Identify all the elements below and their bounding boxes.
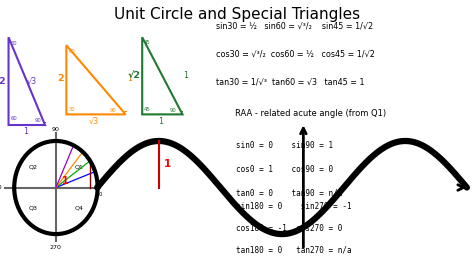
Text: 1: 1 <box>164 159 171 169</box>
Text: Unit Circle and Special Triangles: Unit Circle and Special Triangles <box>114 7 360 22</box>
Text: 2: 2 <box>57 74 64 83</box>
Text: 270: 270 <box>50 245 62 250</box>
Text: 1: 1 <box>158 117 163 126</box>
Text: 2: 2 <box>0 77 5 86</box>
Text: sin180 = 0    sin270 = -1: sin180 = 0 sin270 = -1 <box>236 202 352 211</box>
Text: cos30 = √³/₂  cos60 = ½   cos45 = 1/√2: cos30 = √³/₂ cos60 = ½ cos45 = 1/√2 <box>216 49 374 58</box>
Text: 90: 90 <box>110 108 117 113</box>
Text: 90: 90 <box>52 127 60 132</box>
Text: √2: √2 <box>127 71 140 80</box>
Text: Q2: Q2 <box>28 164 37 169</box>
Text: cos0 = 1    cos90 = 0: cos0 = 1 cos90 = 0 <box>236 165 333 174</box>
Text: 90: 90 <box>34 118 41 123</box>
Text: Q3: Q3 <box>28 206 37 211</box>
Text: 45: 45 <box>144 107 151 111</box>
Text: 1: 1 <box>24 127 28 136</box>
Text: √3: √3 <box>89 117 99 126</box>
Text: 30: 30 <box>68 107 75 111</box>
Text: sin30 = ½   sin60 = √³/₂    sin45 = 1/√2: sin30 = ½ sin60 = √³/₂ sin45 = 1/√2 <box>216 21 373 30</box>
Text: 1: 1 <box>127 74 132 83</box>
Text: tan180 = 0   tan270 = n/a: tan180 = 0 tan270 = n/a <box>236 246 352 255</box>
Text: Q1: Q1 <box>74 164 83 169</box>
Text: 1: 1 <box>183 71 188 80</box>
Text: tan0 = 0    tan90 = n/a: tan0 = 0 tan90 = n/a <box>236 189 342 198</box>
Text: Q4: Q4 <box>74 206 83 211</box>
Text: 90: 90 <box>170 108 176 113</box>
Text: 180: 180 <box>0 185 2 190</box>
Text: 30: 30 <box>10 41 17 46</box>
Text: 60: 60 <box>68 49 75 53</box>
Text: 0.: 0. <box>99 192 104 197</box>
Text: 45: 45 <box>144 40 151 45</box>
Text: sin0 = 0    sin90 = 1: sin0 = 0 sin90 = 1 <box>236 141 333 150</box>
Text: √3: √3 <box>27 77 37 86</box>
Text: 60: 60 <box>10 117 17 121</box>
Text: RAA - related acute angle (from Q1): RAA - related acute angle (from Q1) <box>235 109 386 118</box>
Text: tan30 = 1/√³  tan60 = √3   tan45 = 1: tan30 = 1/√³ tan60 = √3 tan45 = 1 <box>216 77 364 86</box>
Text: cos180 = -1  cos270 = 0: cos180 = -1 cos270 = 0 <box>236 224 342 233</box>
Text: 1: 1 <box>62 176 68 186</box>
